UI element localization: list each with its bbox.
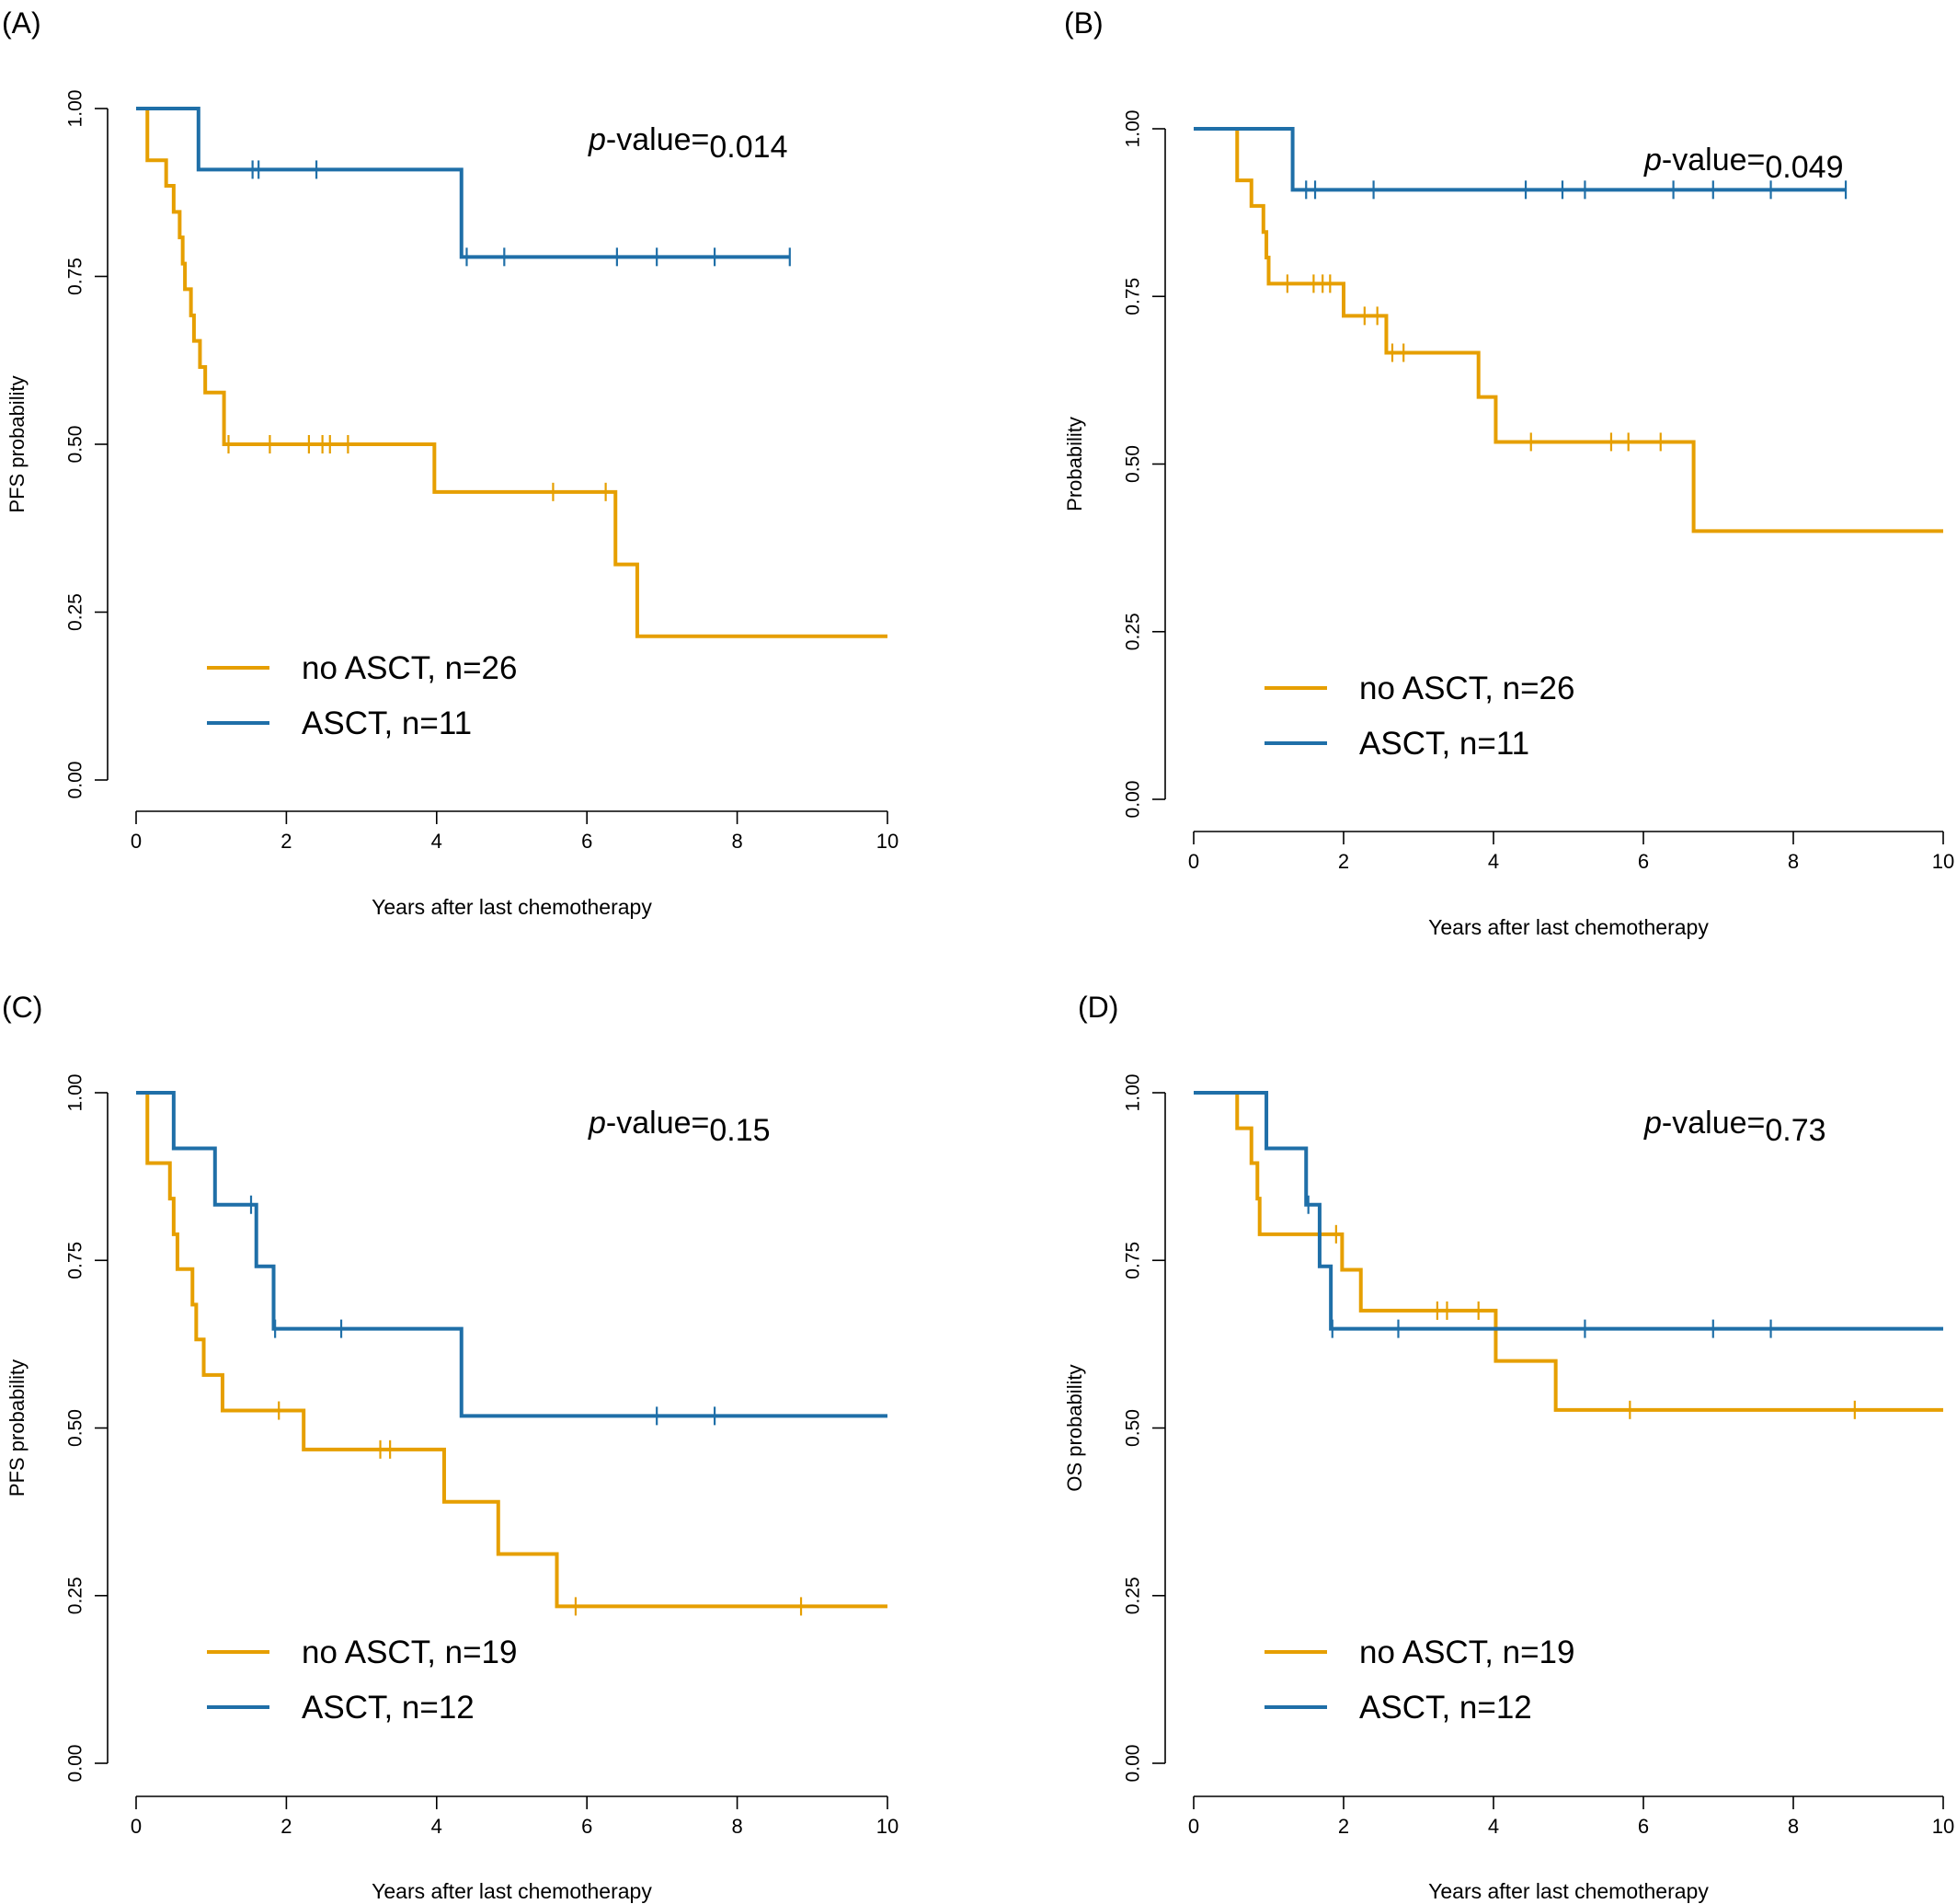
x-tick-label: 0 bbox=[1188, 850, 1199, 873]
y-tick-label: 0.25 bbox=[65, 593, 86, 631]
y-tick-label: 0.50 bbox=[65, 1409, 86, 1447]
x-axis-title: Years after last chemotherapy bbox=[372, 895, 652, 919]
y-tick-label: 0.00 bbox=[1123, 781, 1144, 819]
legend-label: no ASCT, n=26 bbox=[1359, 671, 1574, 706]
km-curve-asct bbox=[1194, 127, 1847, 192]
km-curve-no-asct bbox=[1194, 1091, 1943, 1412]
legend-label: ASCT, n=12 bbox=[1359, 1690, 1532, 1726]
y-tick-label: 0.00 bbox=[65, 1745, 86, 1783]
km-curve-no-asct bbox=[136, 107, 887, 638]
x-tick-label: 2 bbox=[280, 830, 292, 853]
p-value-annotation: p-value=0.15 bbox=[588, 1106, 771, 1148]
y-tick-label: 1.00 bbox=[65, 90, 86, 128]
y-tick-label: 1.00 bbox=[1123, 1074, 1144, 1112]
x-tick-label: 10 bbox=[876, 830, 898, 853]
x-tick-label: 4 bbox=[431, 1815, 442, 1838]
km-curve-asct bbox=[136, 107, 790, 259]
legend-label: no ASCT, n=19 bbox=[302, 1634, 517, 1670]
x-axis-title: Years after last chemotherapy bbox=[372, 1879, 652, 1903]
x-tick-label: 4 bbox=[1488, 850, 1499, 873]
x-axis-title: Years after last chemotherapy bbox=[1428, 915, 1709, 939]
panel-label: (D) bbox=[1078, 991, 1118, 1024]
legend-label: ASCT, n=11 bbox=[302, 705, 472, 741]
x-tick-label: 2 bbox=[1338, 1815, 1349, 1838]
y-tick-label: 0.25 bbox=[1123, 1577, 1144, 1614]
y-tick-label: 0.50 bbox=[1123, 445, 1144, 483]
x-tick-label: 8 bbox=[731, 830, 742, 853]
panel-label: (B) bbox=[1064, 6, 1104, 40]
x-tick-label: 0 bbox=[131, 1815, 142, 1838]
x-tick-label: 10 bbox=[1932, 850, 1954, 873]
x-tick-label: 0 bbox=[1188, 1815, 1199, 1838]
y-tick-label: 0.75 bbox=[65, 1242, 86, 1279]
x-tick-label: 4 bbox=[431, 830, 442, 853]
km-curve-no-asct bbox=[136, 1091, 887, 1609]
km-panel-a: (A) 0.00 0.25 0.50 0.75 1.00 0 2 4 6 8 10 Years afte… bbox=[2, 6, 898, 919]
x-tick-label: 8 bbox=[731, 1815, 742, 1838]
panel-label: (C) bbox=[2, 991, 42, 1024]
x-tick-label: 10 bbox=[876, 1815, 898, 1838]
y-axis-title: PFS probability bbox=[6, 375, 29, 512]
x-tick-label: 0 bbox=[131, 830, 142, 853]
p-value-annotation: p-value=0.049 bbox=[1643, 143, 1843, 185]
x-tick-label: 10 bbox=[1932, 1815, 1954, 1838]
km-curve-asct bbox=[1194, 1091, 1943, 1331]
km-curve-asct bbox=[136, 1091, 887, 1418]
y-tick-label: 0.75 bbox=[1123, 1242, 1144, 1279]
legend-label: no ASCT, n=19 bbox=[1359, 1634, 1574, 1670]
legend-label: no ASCT, n=26 bbox=[302, 650, 517, 686]
x-tick-label: 6 bbox=[581, 1815, 592, 1838]
x-tick-label: 6 bbox=[581, 830, 592, 853]
y-tick-label: 1.00 bbox=[65, 1074, 86, 1112]
x-tick-label: 8 bbox=[1788, 850, 1799, 873]
legend-label: ASCT, n=12 bbox=[302, 1690, 475, 1726]
x-tick-label: 2 bbox=[280, 1815, 292, 1838]
y-tick-label: 0.50 bbox=[1123, 1409, 1144, 1447]
y-axis-title: Probability bbox=[1063, 417, 1086, 511]
y-tick-label: 0.25 bbox=[1123, 613, 1144, 650]
km-panel-d: (D) 0.00 0.25 0.50 0.75 1.00 0 2 4 6 8 10 Years afte… bbox=[1063, 991, 1954, 1903]
x-tick-label: 6 bbox=[1638, 850, 1649, 873]
p-value-annotation: p-value=0.014 bbox=[588, 122, 787, 165]
y-tick-label: 1.00 bbox=[1123, 110, 1144, 148]
x-tick-label: 8 bbox=[1788, 1815, 1799, 1838]
y-tick-label: 0.00 bbox=[65, 762, 86, 799]
x-axis-title: Years after last chemotherapy bbox=[1428, 1879, 1709, 1903]
p-value-annotation: p-value=0.73 bbox=[1643, 1106, 1826, 1148]
y-tick-label: 0.25 bbox=[65, 1577, 86, 1614]
panel-label: (A) bbox=[2, 6, 41, 40]
x-tick-label: 2 bbox=[1338, 850, 1349, 873]
legend-label: ASCT, n=11 bbox=[1359, 726, 1529, 762]
km-panel-b: (B) 0.00 0.25 0.50 0.75 1.00 0 2 4 6 8 10 Years afte… bbox=[1063, 6, 1954, 939]
y-axis-title: PFS probability bbox=[6, 1359, 29, 1497]
km-panel-c: (C) 0.00 0.25 0.50 0.75 1.00 0 2 4 6 8 10 Years afte… bbox=[2, 991, 898, 1903]
y-tick-label: 0.75 bbox=[1123, 278, 1144, 315]
x-tick-label: 4 bbox=[1488, 1815, 1499, 1838]
y-tick-label: 0.00 bbox=[1123, 1745, 1144, 1783]
y-axis-title: OS probability bbox=[1063, 1364, 1086, 1491]
x-tick-label: 6 bbox=[1638, 1815, 1649, 1838]
km-curve-no-asct bbox=[1194, 127, 1943, 533]
y-tick-label: 0.75 bbox=[65, 258, 86, 295]
y-tick-label: 0.50 bbox=[65, 426, 86, 464]
